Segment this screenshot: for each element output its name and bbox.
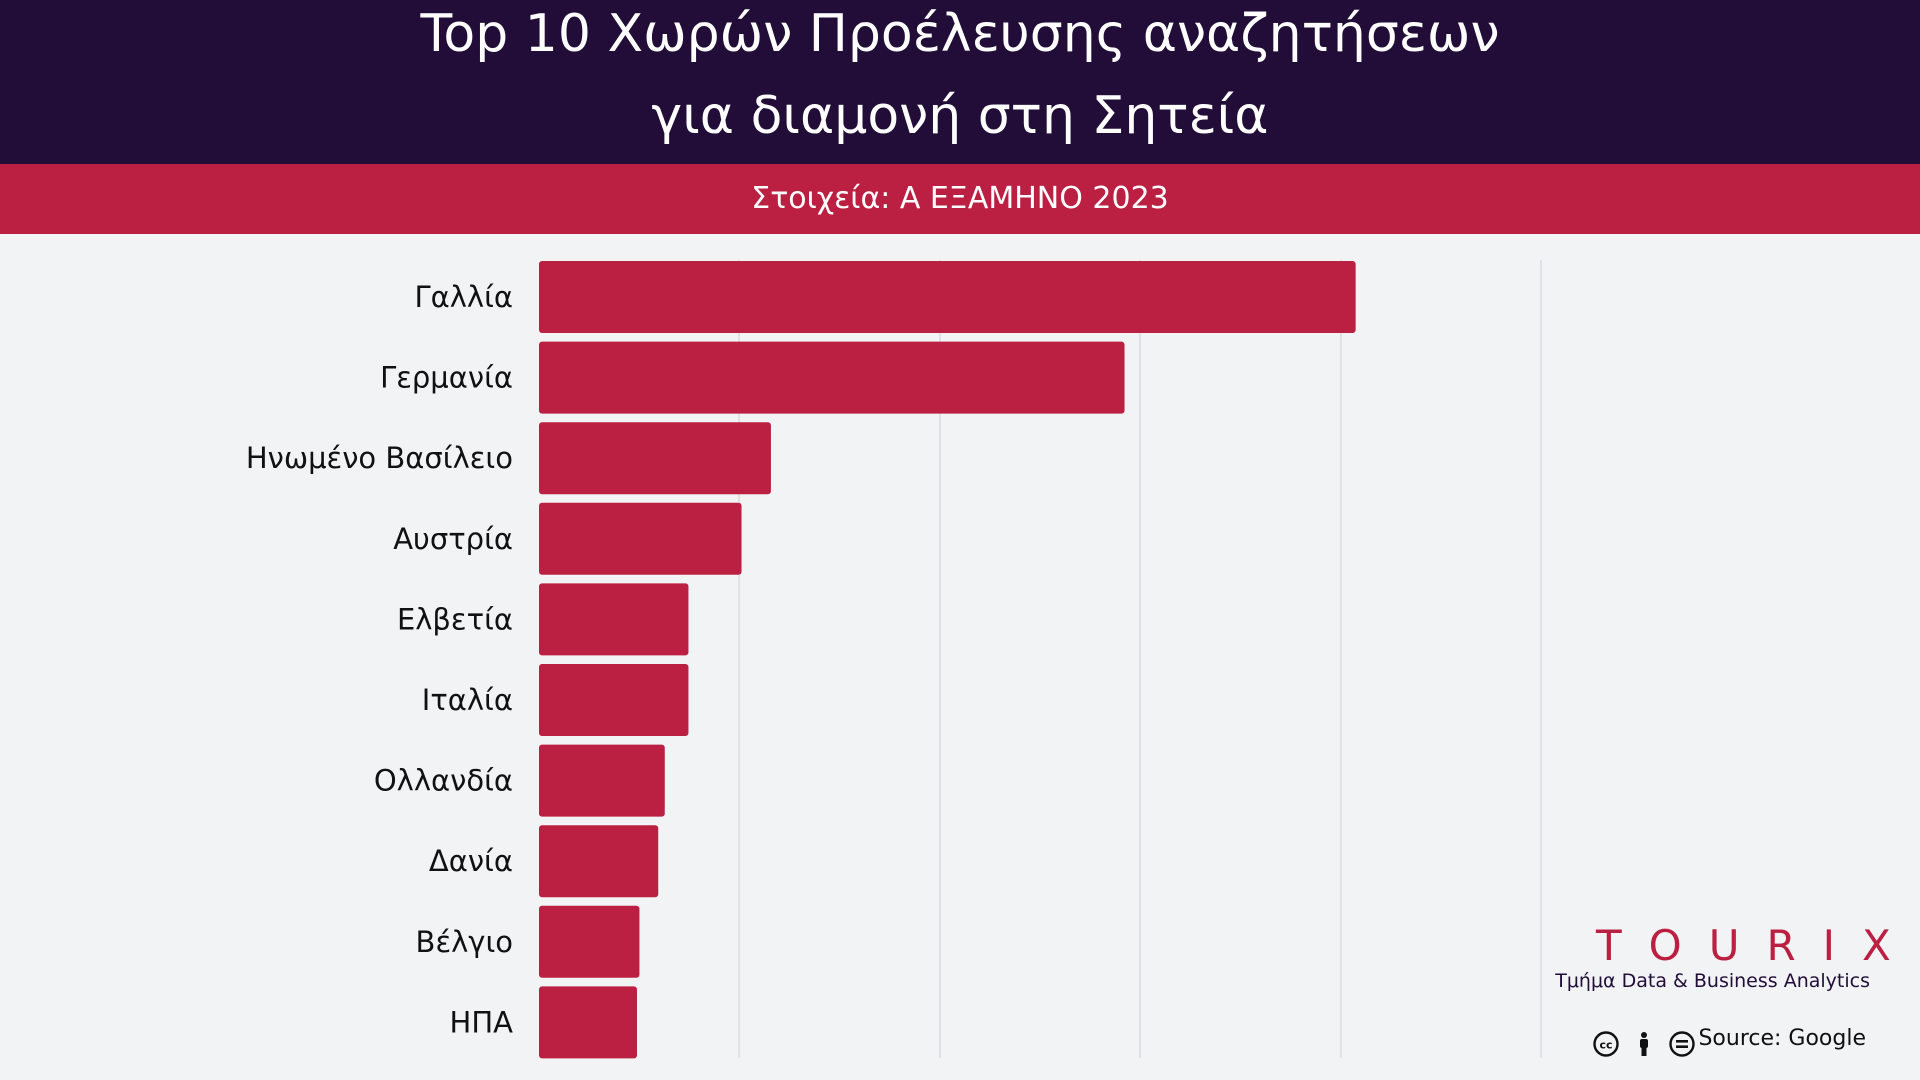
category-label: Γερμανία [380, 361, 513, 395]
bar [539, 744, 665, 817]
source-note: Source: Google [1698, 1026, 1866, 1051]
category-label: Βέλγιο [416, 925, 513, 959]
svg-text:cc: cc [1599, 1039, 1612, 1052]
category-label: Δανία [429, 844, 513, 878]
category-label: Ιταλία [422, 683, 513, 717]
category-label: Αυστρία [393, 522, 513, 556]
no-derivatives-icon [1669, 1031, 1695, 1057]
category-label: Ελβετία [397, 602, 513, 636]
tourix-logo: TOURIX [1596, 921, 1918, 970]
chart-title-line-1: Top 10 Χωρών Προέλευσης αναζητήσεων [420, 4, 1500, 64]
category-label: ΗΠΑ [450, 1005, 514, 1039]
category-label: Γαλλία [414, 280, 513, 314]
chart-subtitle: Στοιχεία: Α ΕΞΑΜΗΝΟ 2023 [0, 164, 1920, 234]
bar [539, 502, 742, 575]
bar [539, 341, 1125, 414]
license-icons: cc [1592, 1028, 1696, 1060]
bar [539, 825, 659, 898]
bar-chart: Γαλλία Γερμανία Ηνωμένο Βασίλειο Αυστρία Ελβ… [246, 260, 1542, 1059]
bar [539, 664, 689, 736]
category-label: Ολλανδία [374, 764, 513, 798]
bar [539, 422, 771, 495]
bar-layer [539, 261, 1356, 1059]
bar [539, 986, 637, 1059]
bar [539, 583, 689, 656]
category-label-layer: Γαλλία Γερμανία Ηνωμένο Βασίλειο Αυστρία Ελβ… [246, 280, 513, 1039]
logo-tagline: Τμήμα Data & Business Analytics [1555, 970, 1870, 992]
bar [539, 905, 640, 978]
creative-commons-icon: cc [1593, 1031, 1619, 1057]
chart-title-line-2: για διαμονή στη Σητεία [651, 86, 1269, 146]
category-label: Ηνωμένο Βασίλειο [246, 441, 513, 475]
attribution-person-icon [1640, 1032, 1648, 1056]
header-banner: Top 10 Χωρών Προέλευσης αναζητήσεων για … [0, 0, 1920, 164]
bar [539, 261, 1356, 333]
